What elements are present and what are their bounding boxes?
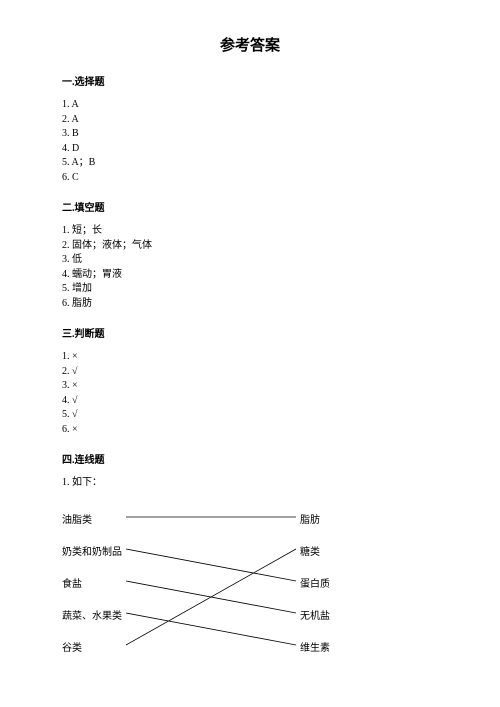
- section-1-answers: 1. A 2. A 3. B 4. D 5. A；B 6. C: [62, 98, 438, 185]
- matching-left-label: 蔬菜、水果类: [62, 607, 122, 622]
- answer-item: 4. √: [62, 394, 438, 409]
- answer-item: 1. A: [62, 98, 438, 113]
- answer-item: 6. C: [62, 171, 438, 186]
- matching-left-label: 食盐: [62, 575, 82, 590]
- section-3-answers: 1. × 2. √ 3. × 4. √ 5. √ 6. ×: [62, 350, 438, 437]
- matching-edge: [126, 613, 296, 645]
- answer-item: 5. √: [62, 408, 438, 423]
- answer-item: 1. 如下：: [62, 476, 438, 491]
- page-title: 参考答案: [62, 34, 438, 55]
- matching-left-label: 谷类: [62, 639, 82, 654]
- answer-item: 3. ×: [62, 379, 438, 394]
- answer-item: 2. A: [62, 113, 438, 128]
- answer-item: 2. 固体；液体；气体: [62, 239, 438, 254]
- section-1-heading: 一.选择题: [62, 73, 438, 88]
- answer-item: 6. 脂肪: [62, 297, 438, 312]
- matching-left-label: 油脂类: [62, 511, 92, 526]
- answer-item: 1. ×: [62, 350, 438, 365]
- matching-left-label: 奶类和奶制品: [62, 543, 122, 558]
- answer-item: 2. √: [62, 365, 438, 380]
- matching-diagram: 油脂类奶类和奶制品食盐蔬菜、水果类谷类 脂肪糖类蛋白质无机盐维生素: [62, 509, 352, 669]
- answer-item: 4. 蠕动；胃液: [62, 268, 438, 283]
- matching-right-label: 维生素: [300, 639, 330, 654]
- matching-edge: [126, 549, 296, 645]
- answer-item: 3. B: [62, 127, 438, 142]
- answer-item: 4. D: [62, 142, 438, 157]
- section-3-heading: 三.判断题: [62, 325, 438, 340]
- answer-item: 1. 短；长: [62, 224, 438, 239]
- answer-item: 5. A；B: [62, 156, 438, 171]
- matching-right-label: 糖类: [300, 543, 320, 558]
- matching-right-label: 无机盐: [300, 607, 330, 622]
- matching-right-label: 蛋白质: [300, 575, 330, 590]
- section-4-heading: 四.连线题: [62, 451, 438, 466]
- section-2-heading: 二.填空题: [62, 199, 438, 214]
- section-2-answers: 1. 短；长 2. 固体；液体；气体 3. 低 4. 蠕动；胃液 5. 增加 6…: [62, 224, 438, 311]
- matching-edge: [126, 549, 296, 581]
- section-4-intro: 1. 如下：: [62, 476, 438, 491]
- matching-right-label: 脂肪: [300, 511, 320, 526]
- answer-item: 5. 增加: [62, 282, 438, 297]
- answer-item: 6. ×: [62, 423, 438, 438]
- answer-item: 3. 低: [62, 253, 438, 268]
